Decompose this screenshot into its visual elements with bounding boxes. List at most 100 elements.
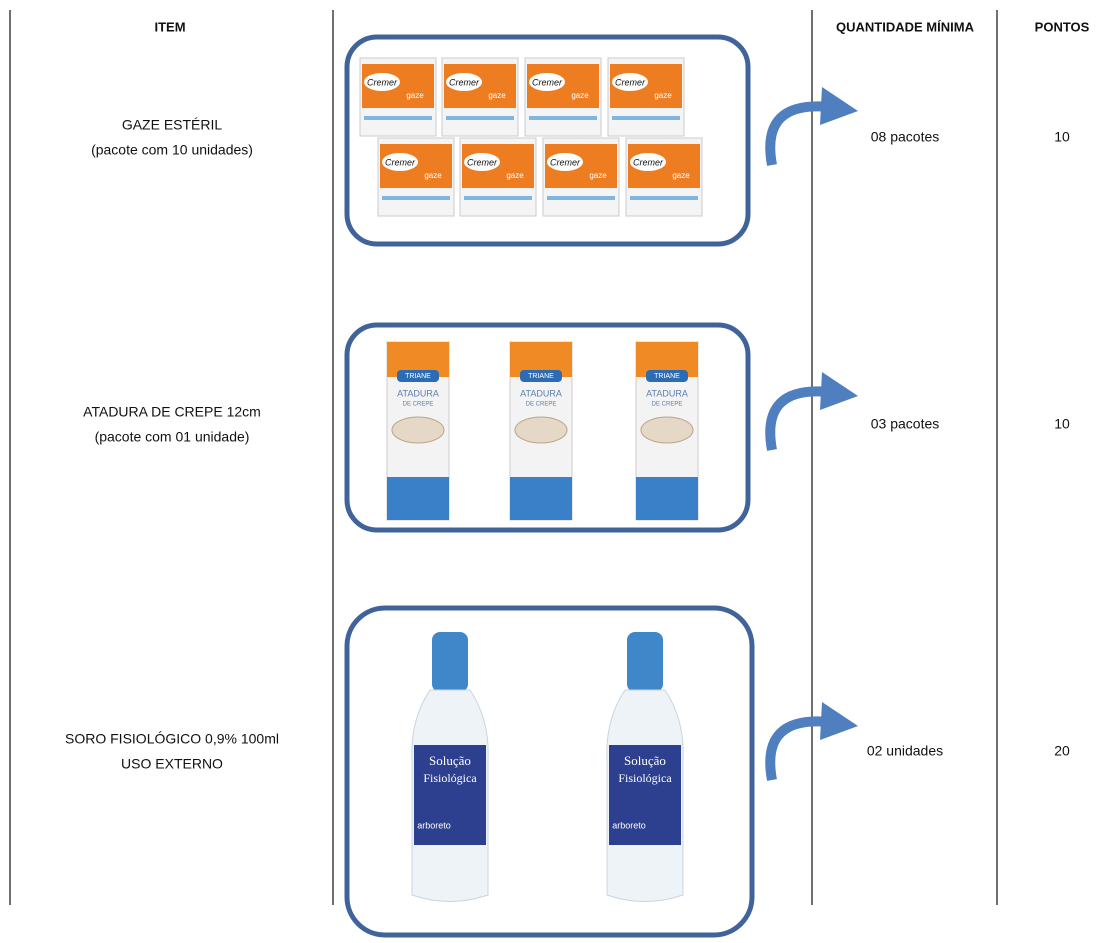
stripe (464, 196, 532, 200)
arrow-head (820, 372, 858, 410)
item-name: USO EXTERNO (121, 756, 223, 772)
quantity: 02 unidades (867, 743, 943, 759)
arrow-head (820, 87, 858, 125)
stripe (382, 196, 450, 200)
brand-badge (630, 153, 666, 171)
sublabel: DE CREPE (652, 402, 683, 408)
gauze-packet: Cremer gaze (377, 137, 455, 217)
cap (432, 632, 468, 692)
arrow (765, 386, 831, 451)
bottle-label (414, 745, 486, 845)
brand-badge (529, 73, 565, 91)
label: Solução (624, 753, 666, 768)
item-name: (pacote com 01 unidade) (95, 429, 250, 445)
stripe (529, 116, 597, 120)
gauze-packet: Cremer gaze (359, 57, 437, 137)
item-name: SORO FISIOLÓGICO 0,9% 100ml (65, 731, 279, 747)
brand: Cremer (367, 77, 398, 87)
brand: arboreto (612, 820, 646, 830)
points: 20 (1054, 743, 1070, 759)
quantity: 03 pacotes (871, 416, 940, 432)
brand: Cremer (385, 157, 416, 167)
brand-tag (397, 370, 439, 382)
brand: Cremer (550, 157, 581, 167)
box-bottom (510, 477, 572, 520)
header-points: PONTOS (1035, 19, 1090, 34)
gauze-packet: Cremer gaze (441, 57, 519, 137)
brand: arboreto (417, 820, 451, 830)
stripe (364, 116, 432, 120)
arrow-head (820, 702, 858, 740)
brand-badge (364, 73, 400, 91)
brand: TRIANE (528, 373, 554, 380)
brand-badge (464, 153, 500, 171)
label: gaze (672, 171, 690, 180)
brand: Cremer (467, 157, 498, 167)
brand-badge (547, 153, 583, 171)
bandage-box: TRIANE ATADURA DE CREPE (509, 341, 573, 521)
gauze-packet: Cremer gaze (524, 57, 602, 137)
label: Solução (429, 753, 471, 768)
bandage-box: TRIANE ATADURA DE CREPE (635, 341, 699, 521)
arrow (765, 716, 831, 781)
roll (391, 416, 445, 444)
brand: Cremer (633, 157, 664, 167)
stripe (446, 116, 514, 120)
sublabel: Fisiológica (618, 771, 672, 785)
sublabel: DE CREPE (526, 402, 557, 408)
saline-bottle: Solução Fisiológica arboreto (606, 632, 684, 902)
frame (344, 322, 751, 533)
roll (640, 416, 694, 444)
label: gaze (589, 171, 607, 180)
sublabel: DE CREPE (403, 402, 434, 408)
points: 10 (1054, 129, 1070, 145)
brand: TRIANE (654, 373, 680, 380)
brand-badge (612, 73, 648, 91)
header-item: ITEM (154, 19, 185, 34)
points: 10 (1054, 416, 1070, 432)
brand-badge (446, 73, 482, 91)
label: ATADURA (520, 388, 562, 398)
stripe (612, 116, 680, 120)
brand: TRIANE (405, 373, 431, 380)
brand: Cremer (449, 77, 480, 87)
box-bottom (387, 477, 449, 520)
brand: Cremer (615, 77, 646, 87)
label: gaze (571, 91, 589, 100)
bandage-box: TRIANE ATADURA DE CREPE (386, 341, 450, 521)
roll (514, 416, 568, 444)
item-name: ATADURA DE CREPE 12cm (83, 404, 261, 420)
arrow (765, 101, 831, 166)
label: ATADURA (397, 388, 439, 398)
quantity: 08 pacotes (871, 129, 940, 145)
gauze-packet: Cremer gaze (459, 137, 537, 217)
label: gaze (406, 91, 424, 100)
label: ATADURA (646, 388, 688, 398)
brand: Cremer (532, 77, 563, 87)
saline-bottle: Solução Fisiológica arboreto (411, 632, 489, 902)
gauze-packet: Cremer gaze (625, 137, 703, 217)
box-bottom (636, 477, 698, 520)
cap (627, 632, 663, 692)
frame (344, 605, 755, 938)
bottle-label (609, 745, 681, 845)
image-frames (344, 34, 755, 938)
brand-tag (646, 370, 688, 382)
stripe (630, 196, 698, 200)
column-rules (9, 10, 998, 905)
label: gaze (654, 91, 672, 100)
stripe (547, 196, 615, 200)
sublabel: Fisiológica (423, 771, 477, 785)
frame (344, 34, 751, 247)
brand-badge (382, 153, 418, 171)
gauze-packet: Cremer gaze (607, 57, 685, 137)
gauze-packet: Cremer gaze (542, 137, 620, 217)
item-name: (pacote com 10 unidades) (91, 142, 253, 158)
label: gaze (506, 171, 524, 180)
label: gaze (488, 91, 506, 100)
brand-tag (520, 370, 562, 382)
label: gaze (424, 171, 442, 180)
item-name: GAZE ESTÉRIL (122, 117, 223, 133)
header-quantity: QUANTIDADE MÍNIMA (836, 19, 975, 34)
